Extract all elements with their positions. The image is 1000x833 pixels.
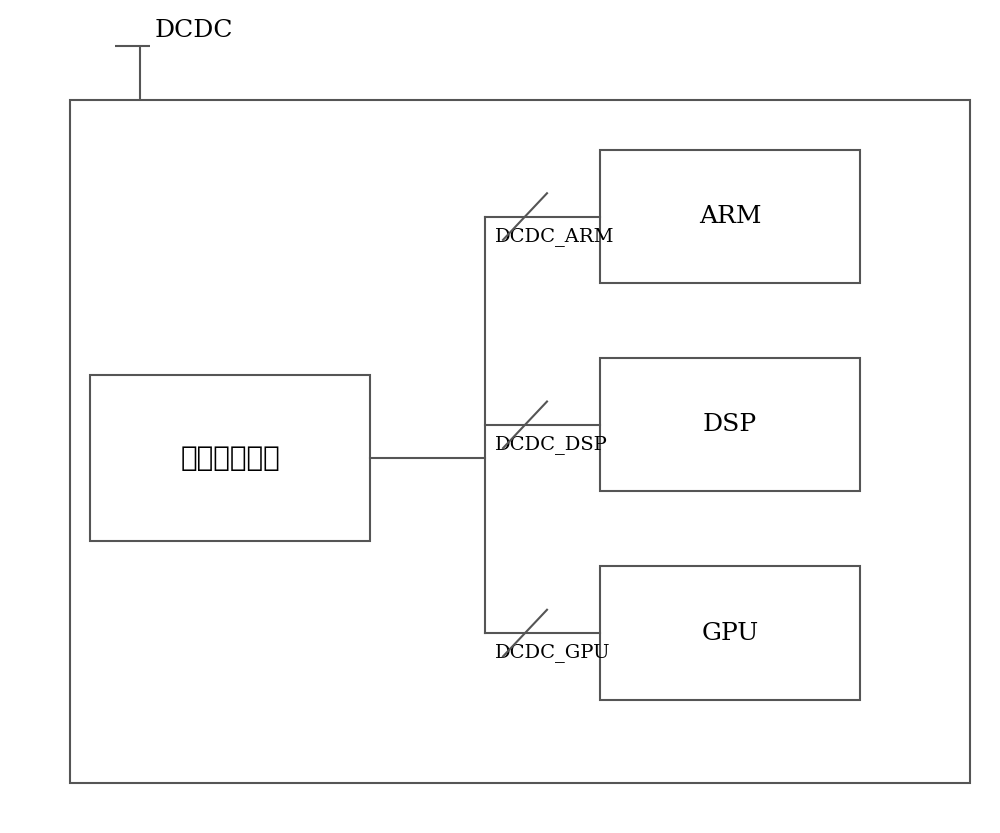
Text: ARM: ARM — [699, 205, 761, 228]
Bar — [70, 100, 970, 783]
Text: DCDC_DSP: DCDC_DSP — [495, 435, 608, 454]
Text: DCDC_GPU: DCDC_GPU — [495, 643, 610, 662]
Bar — [600, 150, 860, 283]
Text: DSP: DSP — [703, 413, 757, 436]
Text: GPU: GPU — [701, 621, 759, 645]
Text: DCDC: DCDC — [155, 18, 234, 42]
Bar — [90, 375, 370, 541]
Text: DCDC_ARM: DCDC_ARM — [495, 227, 614, 246]
Bar — [600, 358, 860, 491]
Text: 电源管理模块: 电源管理模块 — [180, 444, 280, 472]
Bar — [600, 566, 860, 700]
